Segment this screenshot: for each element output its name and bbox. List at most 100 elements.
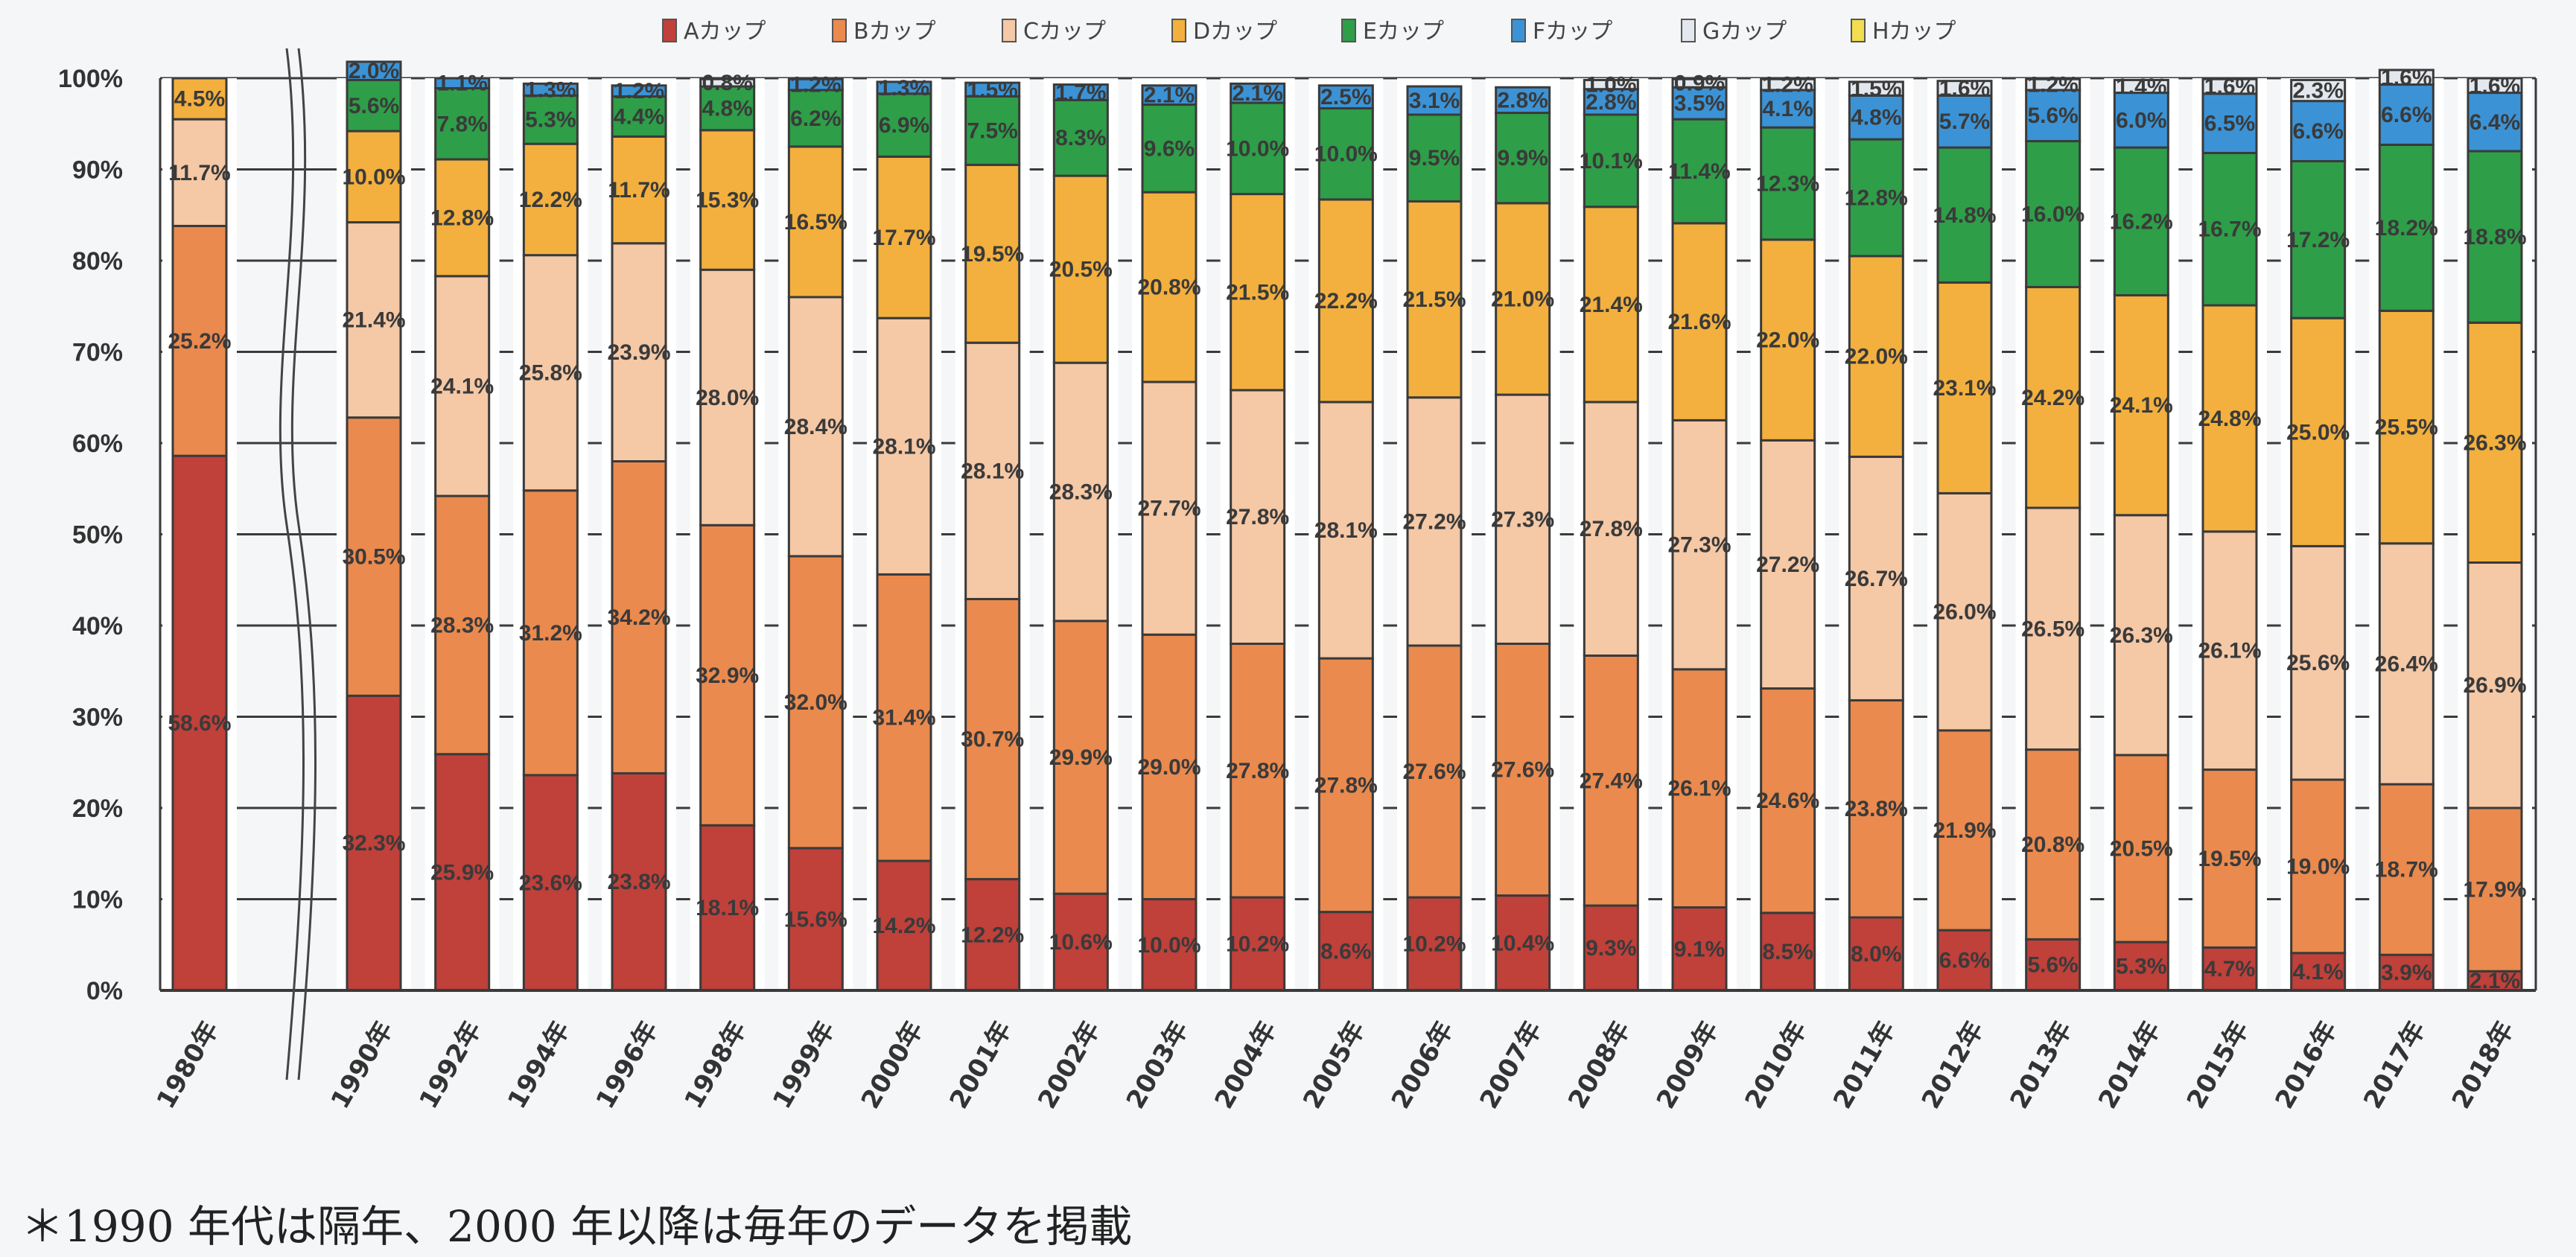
x-tick-label: 2018年 (2446, 1016, 2520, 1114)
legend-label: Fカップ (1533, 19, 1612, 45)
bar-stack (699, 77, 756, 992)
legend-label: Eカップ (1363, 19, 1444, 45)
x-tick-label: 2002年 (1032, 1016, 1106, 1114)
data-label: 2.1% (1232, 81, 1282, 106)
legend-item: Eカップ (1341, 19, 1444, 45)
data-label: 30.5% (342, 545, 405, 570)
data-label: 26.3% (2463, 430, 2526, 455)
bar-stack (1936, 80, 1993, 992)
data-label: 27.2% (1402, 509, 1466, 534)
bar-segment (787, 296, 844, 558)
footnote: ＊1990 年代は隔年、2000 年以降は毎年のデータを掲載 (21, 1201, 1133, 1252)
legend-label: Bカップ (853, 19, 936, 45)
bar-segment (1583, 401, 1639, 657)
legend-label: Gカップ (1702, 19, 1787, 45)
data-label: 23.1% (1933, 376, 1996, 401)
bar-segment (1848, 455, 1904, 701)
bar-segment (1406, 85, 1463, 116)
data-label: 10.1% (1580, 149, 1643, 174)
data-label: 16.5% (784, 210, 847, 235)
bar-segment (1406, 200, 1463, 399)
bar-segment (699, 524, 756, 827)
bar-segment (1495, 112, 1551, 205)
bar-segment (434, 86, 491, 161)
data-label: 20.8% (1137, 276, 1200, 300)
bar-segment (2467, 806, 2523, 973)
data-label: 21.4% (1580, 293, 1643, 317)
data-label: 1.2% (614, 79, 664, 104)
legend-item: Bカップ (832, 19, 936, 45)
data-label: 24.8% (2198, 407, 2261, 431)
y-tick-label: 0% (86, 977, 123, 1005)
bar-segment (2113, 78, 2169, 95)
bar-segment (1583, 654, 1639, 907)
data-label: 1.5% (967, 77, 1017, 102)
bar-segment (346, 221, 402, 419)
data-label: 12.8% (1845, 185, 1908, 210)
x-tick-label: 1998年 (678, 1016, 752, 1114)
bar-segment (964, 163, 1021, 344)
data-label: 25.0% (2286, 420, 2350, 445)
data-label: 1.2% (2027, 73, 2078, 98)
bar-segment (611, 84, 667, 98)
data-label: 26.7% (1845, 567, 1908, 591)
bar-segment (1848, 80, 1904, 97)
legend-label: Dカップ (1193, 19, 1277, 45)
bar-segment (171, 77, 228, 121)
data-label: 31.4% (872, 706, 935, 731)
data-label: 24.1% (2110, 393, 2173, 418)
bar-stack (2378, 69, 2435, 992)
data-label: 25.6% (2286, 651, 2350, 675)
data-label: 21.4% (342, 308, 405, 333)
bar-segment (1760, 126, 1816, 241)
legend-item: Aカップ (662, 19, 766, 45)
bar-segment (1760, 439, 1816, 690)
bar-segment (787, 77, 844, 92)
bar-segment (1141, 84, 1198, 106)
data-label: 28.1% (961, 459, 1024, 483)
data-label: 1.3% (879, 76, 929, 101)
y-axis: 0% 10% 20% 30% 40% 50% 60% 70% 80% 90% 100% (58, 65, 2537, 1005)
bar-segment (1583, 206, 1639, 404)
data-label: 11.7% (168, 161, 230, 185)
bar-segment (2467, 92, 2523, 153)
data-label: 24.2% (2021, 386, 2084, 410)
data-label: 1.6% (1939, 76, 1990, 101)
bar-stack (1495, 86, 1551, 992)
data-label: 21.0% (1491, 287, 1554, 311)
bar-segment (1495, 393, 1551, 645)
bar-stack (1230, 82, 1286, 992)
bar-segment (1052, 620, 1109, 895)
data-label: 11.7% (608, 178, 670, 203)
legend: Aカップ Bカップ Cカップ Dカップ Eカップ Fカップ Gカップ Hカップ (662, 19, 1956, 45)
bar-stack (1317, 84, 1374, 992)
bar-segment (1671, 906, 1728, 992)
legend-swatch (1511, 19, 1526, 42)
data-label: 21.6% (1667, 310, 1731, 334)
bar-segment (522, 82, 579, 97)
data-label: 34.2% (607, 605, 670, 630)
data-label: 21.5% (1402, 287, 1466, 312)
x-axis: 1980年 1990年 1992年 1994年 1996年 1998年 1999年 2000年… (151, 989, 2536, 1114)
data-label: 26.1% (2198, 639, 2261, 663)
break-line (290, 48, 317, 1081)
x-tick-label: 2005年 (1297, 1016, 1371, 1114)
bar-segment (1760, 77, 1816, 92)
data-label: 4.8% (1851, 106, 1901, 130)
data-label: 15.3% (696, 188, 759, 213)
y-tick-label: 90% (72, 156, 123, 185)
bar-segment (1495, 643, 1551, 897)
data-label: 1.0% (1586, 73, 1636, 98)
data-label: 2.1% (1144, 83, 1195, 108)
data-label: 24.6% (1756, 789, 1819, 813)
data-label: 16.2% (2110, 209, 2173, 234)
bar-stack (1052, 83, 1109, 992)
data-label: 26.3% (2110, 623, 2173, 648)
bar-segment (434, 753, 491, 992)
data-label: 3.5% (1674, 92, 1725, 116)
data-label: 10.4% (1491, 931, 1554, 955)
data-label: 26.9% (2463, 673, 2526, 698)
legend-item: Hカップ (1851, 19, 1956, 45)
bar-stack (2467, 77, 2523, 992)
legend-swatch (1171, 19, 1186, 42)
